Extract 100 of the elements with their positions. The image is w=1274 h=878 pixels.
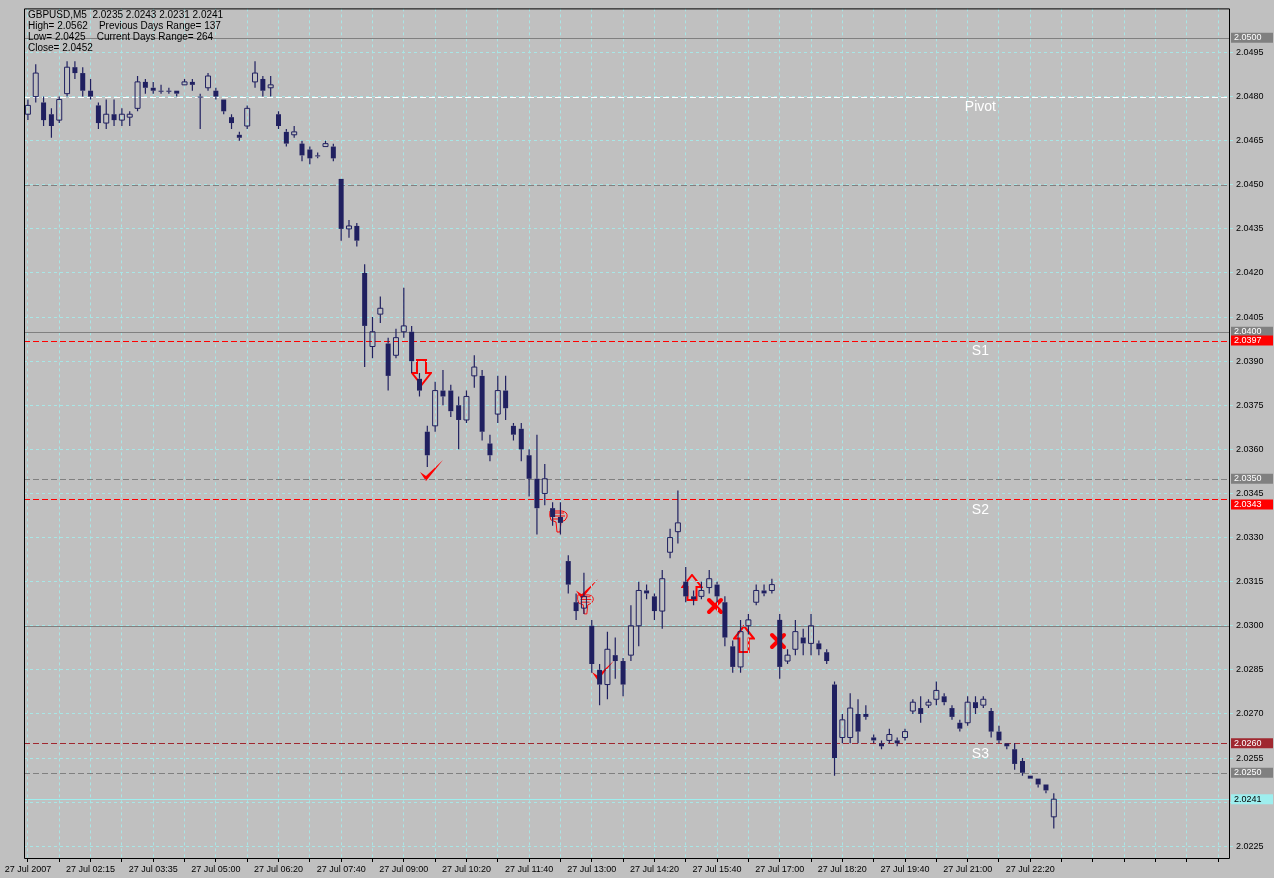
x-tick-label: 27 Jul 22:20 [1005, 863, 1055, 874]
y-tick-label: 2.0300 [1236, 620, 1264, 631]
annotation: Close= 2.0452 [28, 42, 94, 54]
candlestick [1035, 778, 1041, 789]
ref-line-label: 2.0400 [1234, 326, 1262, 337]
x-tick-label: 27 Jul 11:40 [504, 863, 554, 874]
candlestick [722, 595, 728, 647]
candlestick [580, 572, 587, 615]
candlestick [949, 704, 955, 721]
ref-line-label: 2.0500 [1234, 32, 1262, 43]
y-tick-label: 2.0345 [1236, 487, 1264, 498]
candlestick [260, 75, 266, 98]
ref-line-label: 2.0397 [1234, 335, 1262, 346]
candlestick [432, 381, 439, 433]
x-tick-label: 27 Jul 14:20 [629, 863, 679, 874]
candlestick [345, 219, 352, 239]
candlestick [392, 328, 399, 359]
x-tick-label: 27 Jul 15:40 [692, 863, 742, 874]
candlestick [996, 725, 1002, 744]
candlestick [503, 375, 509, 421]
candlestick [471, 354, 478, 389]
candlestick [659, 569, 666, 630]
candlestick [118, 107, 125, 127]
y-tick-label: 2.0225 [1236, 840, 1264, 851]
candlestick [487, 434, 493, 462]
candlestick [400, 287, 407, 339]
candlestick [205, 72, 212, 92]
candlestick [635, 581, 642, 647]
candlestick [768, 578, 775, 595]
candlestick [299, 140, 305, 162]
annotation: S2 [971, 501, 990, 518]
candlestick [534, 434, 540, 536]
candlestick [855, 698, 861, 744]
y-tick-label: 2.0330 [1236, 532, 1264, 543]
annotation: Low= 2.0425 Current Days Range= 264 [28, 31, 214, 43]
candlestick [918, 695, 924, 724]
candlestick [557, 501, 563, 536]
x-tick-label: 27 Jul 19:40 [880, 863, 930, 874]
y-tick-label: 2.0480 [1236, 91, 1264, 102]
candlestick [627, 604, 634, 662]
x-tick-label: 27 Jul 06:20 [253, 863, 304, 874]
x-tick-label: 27 Jul 13:00 [567, 863, 617, 874]
candlestick [816, 639, 822, 656]
candlestick [385, 337, 391, 392]
x-tick-label: 27 Jul 2007 [4, 863, 52, 874]
annotation: Pivot [964, 98, 997, 115]
annotation: High= 2.0562 Previous Days Range= 137 [28, 20, 222, 32]
y-tick-label: 2.0450 [1236, 179, 1264, 190]
candlestick [111, 98, 117, 127]
candlestick [683, 566, 689, 603]
candlestick [197, 93, 203, 130]
x-tick-label: 27 Jul 17:00 [755, 863, 805, 874]
ref-line-label: 2.0343 [1234, 498, 1262, 509]
y-tick-label: 2.0390 [1236, 355, 1264, 366]
x-tick-label: 27 Jul 09:00 [379, 863, 429, 874]
y-tick-label: 2.0405 [1236, 311, 1264, 322]
candlestick [479, 369, 485, 442]
candlestick [103, 98, 110, 130]
x-tick-label: 27 Jul 02:15 [66, 863, 116, 874]
candlestick [494, 375, 501, 424]
candlestick [612, 636, 618, 680]
candlestick [377, 295, 384, 324]
x-tick-label: 27 Jul 07:40 [316, 863, 366, 874]
ref-line-label: 2.0260 [1234, 737, 1262, 748]
candlestick [72, 60, 78, 80]
candlestick [456, 395, 462, 450]
ref-line-label: 2.0350 [1234, 473, 1262, 484]
candlestick [24, 98, 31, 121]
candlestick [213, 87, 219, 101]
candlestick [573, 592, 579, 621]
ref-line-label: 2.0241 [1234, 793, 1262, 804]
candlestick [808, 613, 815, 656]
y-tick-label: 2.0255 [1236, 752, 1264, 763]
y-tick-label: 2.0495 [1236, 46, 1264, 57]
candlestick [674, 489, 681, 545]
candlestick [252, 60, 259, 89]
x-tick-label: 27 Jul 10:20 [441, 863, 491, 874]
candlestick [667, 528, 674, 559]
candlestick [362, 263, 368, 368]
y-tick-label: 2.0315 [1236, 576, 1264, 587]
y-tick-label: 2.0270 [1236, 708, 1264, 719]
annotation: S1 [971, 342, 990, 359]
candlestick [714, 581, 720, 603]
x-tick-label: 27 Jul 18:20 [817, 863, 867, 874]
candlestick [988, 707, 994, 739]
candlestick [902, 728, 909, 742]
y-tick-label: 2.0360 [1236, 443, 1264, 454]
candlestick [620, 657, 626, 697]
candlestick [604, 631, 611, 700]
candlestick [863, 704, 869, 721]
candlestick [832, 681, 838, 777]
x-tick-label: 27 Jul 05:00 [191, 863, 241, 874]
y-tick-label: 2.0435 [1236, 223, 1264, 234]
candlestick [597, 663, 603, 706]
x-tick-label: 27 Jul 03:35 [128, 863, 178, 874]
candlestick [64, 60, 71, 98]
candlestick [526, 448, 532, 498]
y-tick-label: 2.0285 [1236, 664, 1264, 675]
y-tick-label: 2.0375 [1236, 399, 1264, 410]
y-tick-label: 2.0465 [1236, 135, 1264, 146]
